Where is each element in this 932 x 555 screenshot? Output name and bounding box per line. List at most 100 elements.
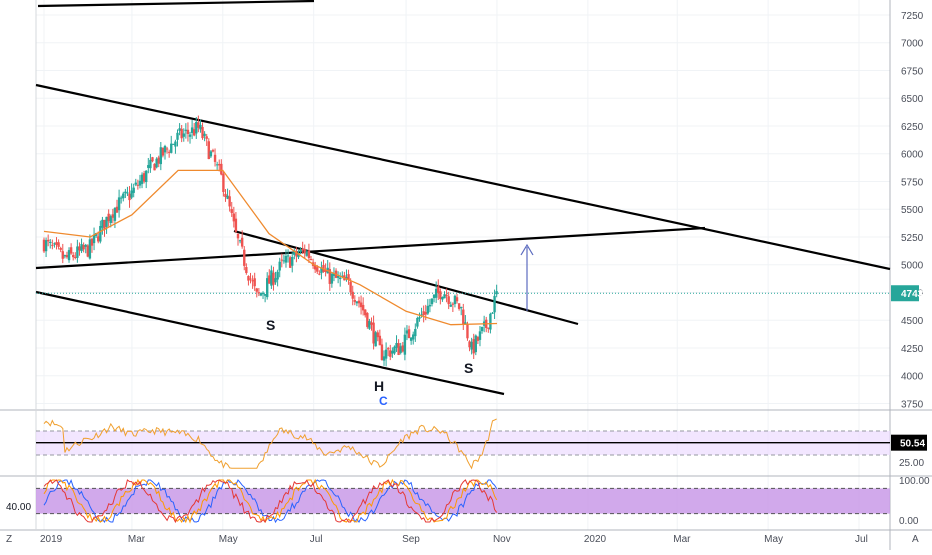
candle (487, 327, 490, 329)
candle (453, 295, 457, 305)
candle (113, 207, 117, 221)
candle (220, 163, 223, 175)
candle (274, 278, 277, 283)
candle (149, 159, 152, 169)
moving-average-line (43, 169, 498, 326)
candle (165, 148, 169, 150)
candle (409, 337, 413, 341)
trend-line[interactable] (35, 226, 706, 270)
candle (460, 306, 463, 308)
candle (119, 197, 123, 199)
candle (145, 170, 148, 183)
label-left-shoulder: S (266, 317, 275, 333)
candle (201, 126, 204, 139)
candle (318, 273, 321, 275)
candle (493, 295, 496, 313)
candle (122, 193, 125, 199)
candle (370, 322, 373, 325)
candle (428, 304, 432, 307)
trend-line[interactable] (35, 290, 505, 396)
candle (405, 330, 409, 334)
candle (59, 247, 62, 250)
candle (234, 218, 238, 232)
candle (457, 303, 461, 309)
candle (97, 236, 100, 242)
candle (293, 250, 296, 255)
candle (67, 250, 71, 261)
x-tick-label: 2020 (584, 534, 607, 545)
candle (224, 193, 227, 198)
candle (259, 293, 263, 296)
candle (495, 291, 498, 295)
candle (320, 267, 323, 274)
candle (328, 269, 331, 284)
candle (378, 335, 382, 346)
candle (339, 277, 342, 280)
trend-line[interactable] (233, 229, 579, 326)
candle (282, 260, 286, 262)
candle (313, 265, 317, 270)
candle (286, 255, 290, 257)
candle (412, 334, 415, 340)
candle (347, 274, 350, 281)
y-tick-label: 4000 (901, 372, 924, 383)
candle (316, 267, 319, 272)
candle (155, 158, 158, 168)
candle (380, 344, 384, 361)
candle (449, 304, 452, 307)
y-tick-label: 6250 (901, 122, 924, 133)
stoch-band (36, 488, 890, 514)
candle (222, 173, 225, 193)
label-c: C (379, 394, 388, 408)
candle (472, 339, 475, 354)
candle (188, 134, 192, 137)
candle (434, 288, 438, 298)
candle (451, 303, 455, 305)
label-right-shoulder: S (464, 360, 473, 376)
y-tick-label: 4250 (901, 344, 924, 355)
candle (341, 275, 344, 277)
trend-line[interactable] (37, 0, 315, 8)
candle (324, 270, 327, 272)
candle (142, 173, 146, 182)
candle (126, 192, 129, 194)
candle (445, 294, 448, 296)
candle (182, 133, 185, 137)
candle (305, 251, 309, 256)
candle (418, 317, 421, 319)
candle (249, 278, 252, 280)
candle (368, 321, 371, 329)
candle (336, 276, 340, 278)
candle (107, 213, 110, 222)
candle (299, 249, 302, 253)
candle (439, 291, 442, 299)
candle (251, 280, 254, 282)
candle (420, 314, 423, 316)
candle (159, 147, 163, 165)
candle (153, 163, 156, 171)
trend-line[interactable] (35, 83, 891, 271)
candle (430, 298, 434, 305)
candle (101, 219, 104, 228)
candle (470, 341, 473, 350)
candle (205, 136, 208, 139)
rsi-tick-label: 25.00 (899, 458, 924, 469)
target-arrow-head (520, 243, 534, 256)
candle (443, 294, 446, 299)
candle (49, 241, 52, 244)
candle (228, 196, 231, 207)
last-price-label: 4743 (901, 289, 924, 300)
candle (199, 124, 202, 130)
candle (74, 256, 77, 258)
candle (355, 301, 359, 304)
candle (391, 350, 394, 354)
candle (115, 206, 119, 213)
candle (157, 157, 160, 164)
candle (416, 318, 419, 327)
auto-scale-icon: A (912, 534, 919, 545)
y-tick-label: 6500 (901, 94, 924, 105)
x-tick-label: Jul (310, 534, 323, 545)
stoch-tick-label: 100.00 (899, 476, 930, 487)
candle (78, 246, 81, 251)
